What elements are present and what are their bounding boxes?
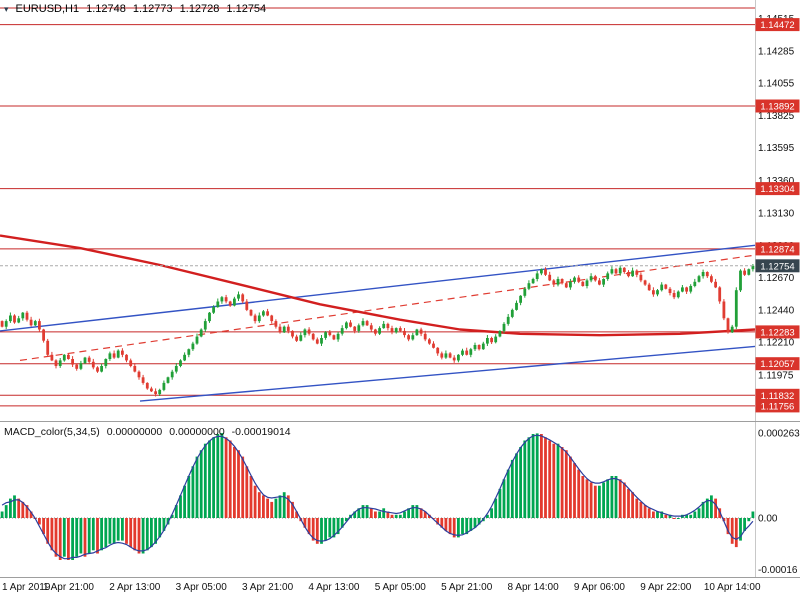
macd-signal-line <box>1 434 754 560</box>
svg-text:1.11975: 1.11975 <box>758 371 794 382</box>
chart-title: ▾ EURUSD,H1 1.12748 1.12773 1.12728 1.12… <box>4 3 266 15</box>
svg-text:1.13892: 1.13892 <box>760 102 794 113</box>
ohlc-low: 1.12728 <box>179 3 220 15</box>
svg-text:1.12283: 1.12283 <box>760 327 794 338</box>
time-axis-label: 1 Apr 2019 <box>2 582 51 593</box>
svg-text:1.13304: 1.13304 <box>760 184 794 195</box>
svg-text:1.12874: 1.12874 <box>760 244 794 255</box>
macd-panel-canvas[interactable]: 0.00026327 0.00 -0.00016 <box>0 422 800 578</box>
trend-line-dashed[interactable] <box>19 254 756 361</box>
trend-channel-lower[interactable] <box>139 345 756 402</box>
time-axis-label: 1 Apr 21:00 <box>42 582 94 593</box>
trend-channel-upper[interactable] <box>0 244 756 332</box>
svg-text:1.12210: 1.12210 <box>758 338 795 349</box>
macd-scale[interactable]: 0.00026327 0.00 -0.00016 <box>755 422 800 578</box>
svg-text:1.12670: 1.12670 <box>758 273 795 284</box>
ohlc-close: 1.12754 <box>226 3 267 15</box>
svg-text:-0.00016: -0.00016 <box>758 565 798 576</box>
svg-text:1.12440: 1.12440 <box>758 305 795 316</box>
svg-text:1.13130: 1.13130 <box>758 209 795 220</box>
chart-symbol-icon: ▾ <box>4 3 9 14</box>
svg-text:1.14285: 1.14285 <box>758 46 795 57</box>
time-axis-label: 2 Apr 13:00 <box>109 582 161 593</box>
moving-average-line[interactable] <box>0 234 756 337</box>
price-chart-canvas[interactable]: 1.145151.142851.140551.138251.135951.133… <box>0 0 800 422</box>
svg-text:1.11832: 1.11832 <box>761 391 795 402</box>
ohlc-high: 1.12773 <box>132 3 173 15</box>
time-axis-label: 3 Apr 21:00 <box>242 582 294 593</box>
macd-histogram <box>0 433 755 560</box>
svg-text:1.11756: 1.11756 <box>761 401 795 412</box>
time-axis[interactable]: 1 Apr 2019 1 Apr 21:00 2 Apr 13:00 3 Apr 05… <box>0 578 800 600</box>
svg-text:1.12754: 1.12754 <box>760 261 794 272</box>
svg-text:0.00: 0.00 <box>758 514 778 525</box>
horizontal-level-lines[interactable] <box>0 7 755 407</box>
svg-text:1.13825: 1.13825 <box>758 111 795 122</box>
macd-value-2: 0.00000000 <box>169 426 225 438</box>
svg-text:1.13595: 1.13595 <box>758 143 795 154</box>
time-axis-label: 9 Apr 06:00 <box>573 582 625 593</box>
ohlc-open: 1.12748 <box>86 3 126 15</box>
time-axis-label: 4 Apr 13:00 <box>308 582 360 593</box>
price-level-badges: 1.14472 1.13892 1.13304 1.12874 1.12283 1.120… <box>755 18 800 413</box>
candlesticks <box>0 264 755 397</box>
time-axis-label: 5 Apr 21:00 <box>441 582 493 593</box>
chart-symbol-period: EURUSD,H1 <box>15 3 80 15</box>
macd-value-3: -0.00019014 <box>231 426 291 438</box>
time-axis-label: 9 Apr 22:00 <box>640 582 692 593</box>
macd-indicator-label: MACD_color(5,34,5) 0.00000000 0.00000000… <box>4 426 291 438</box>
svg-text:1.12057: 1.12057 <box>760 359 794 370</box>
time-axis-label: 3 Apr 05:00 <box>175 582 227 593</box>
macd-name: MACD_color(5,34,5) <box>4 426 100 438</box>
svg-text:1.13360: 1.13360 <box>758 176 795 187</box>
time-axis-label: 10 Apr 14:00 <box>703 582 761 593</box>
time-axis-label: 5 Apr 05:00 <box>374 582 426 593</box>
svg-text:1.14055: 1.14055 <box>758 79 795 90</box>
macd-value-1: 0.00000000 <box>106 426 163 438</box>
time-axis-label: 8 Apr 14:00 <box>507 582 559 593</box>
svg-text:1.14472: 1.14472 <box>760 20 794 31</box>
svg-text:0.00026327: 0.00026327 <box>758 429 800 440</box>
